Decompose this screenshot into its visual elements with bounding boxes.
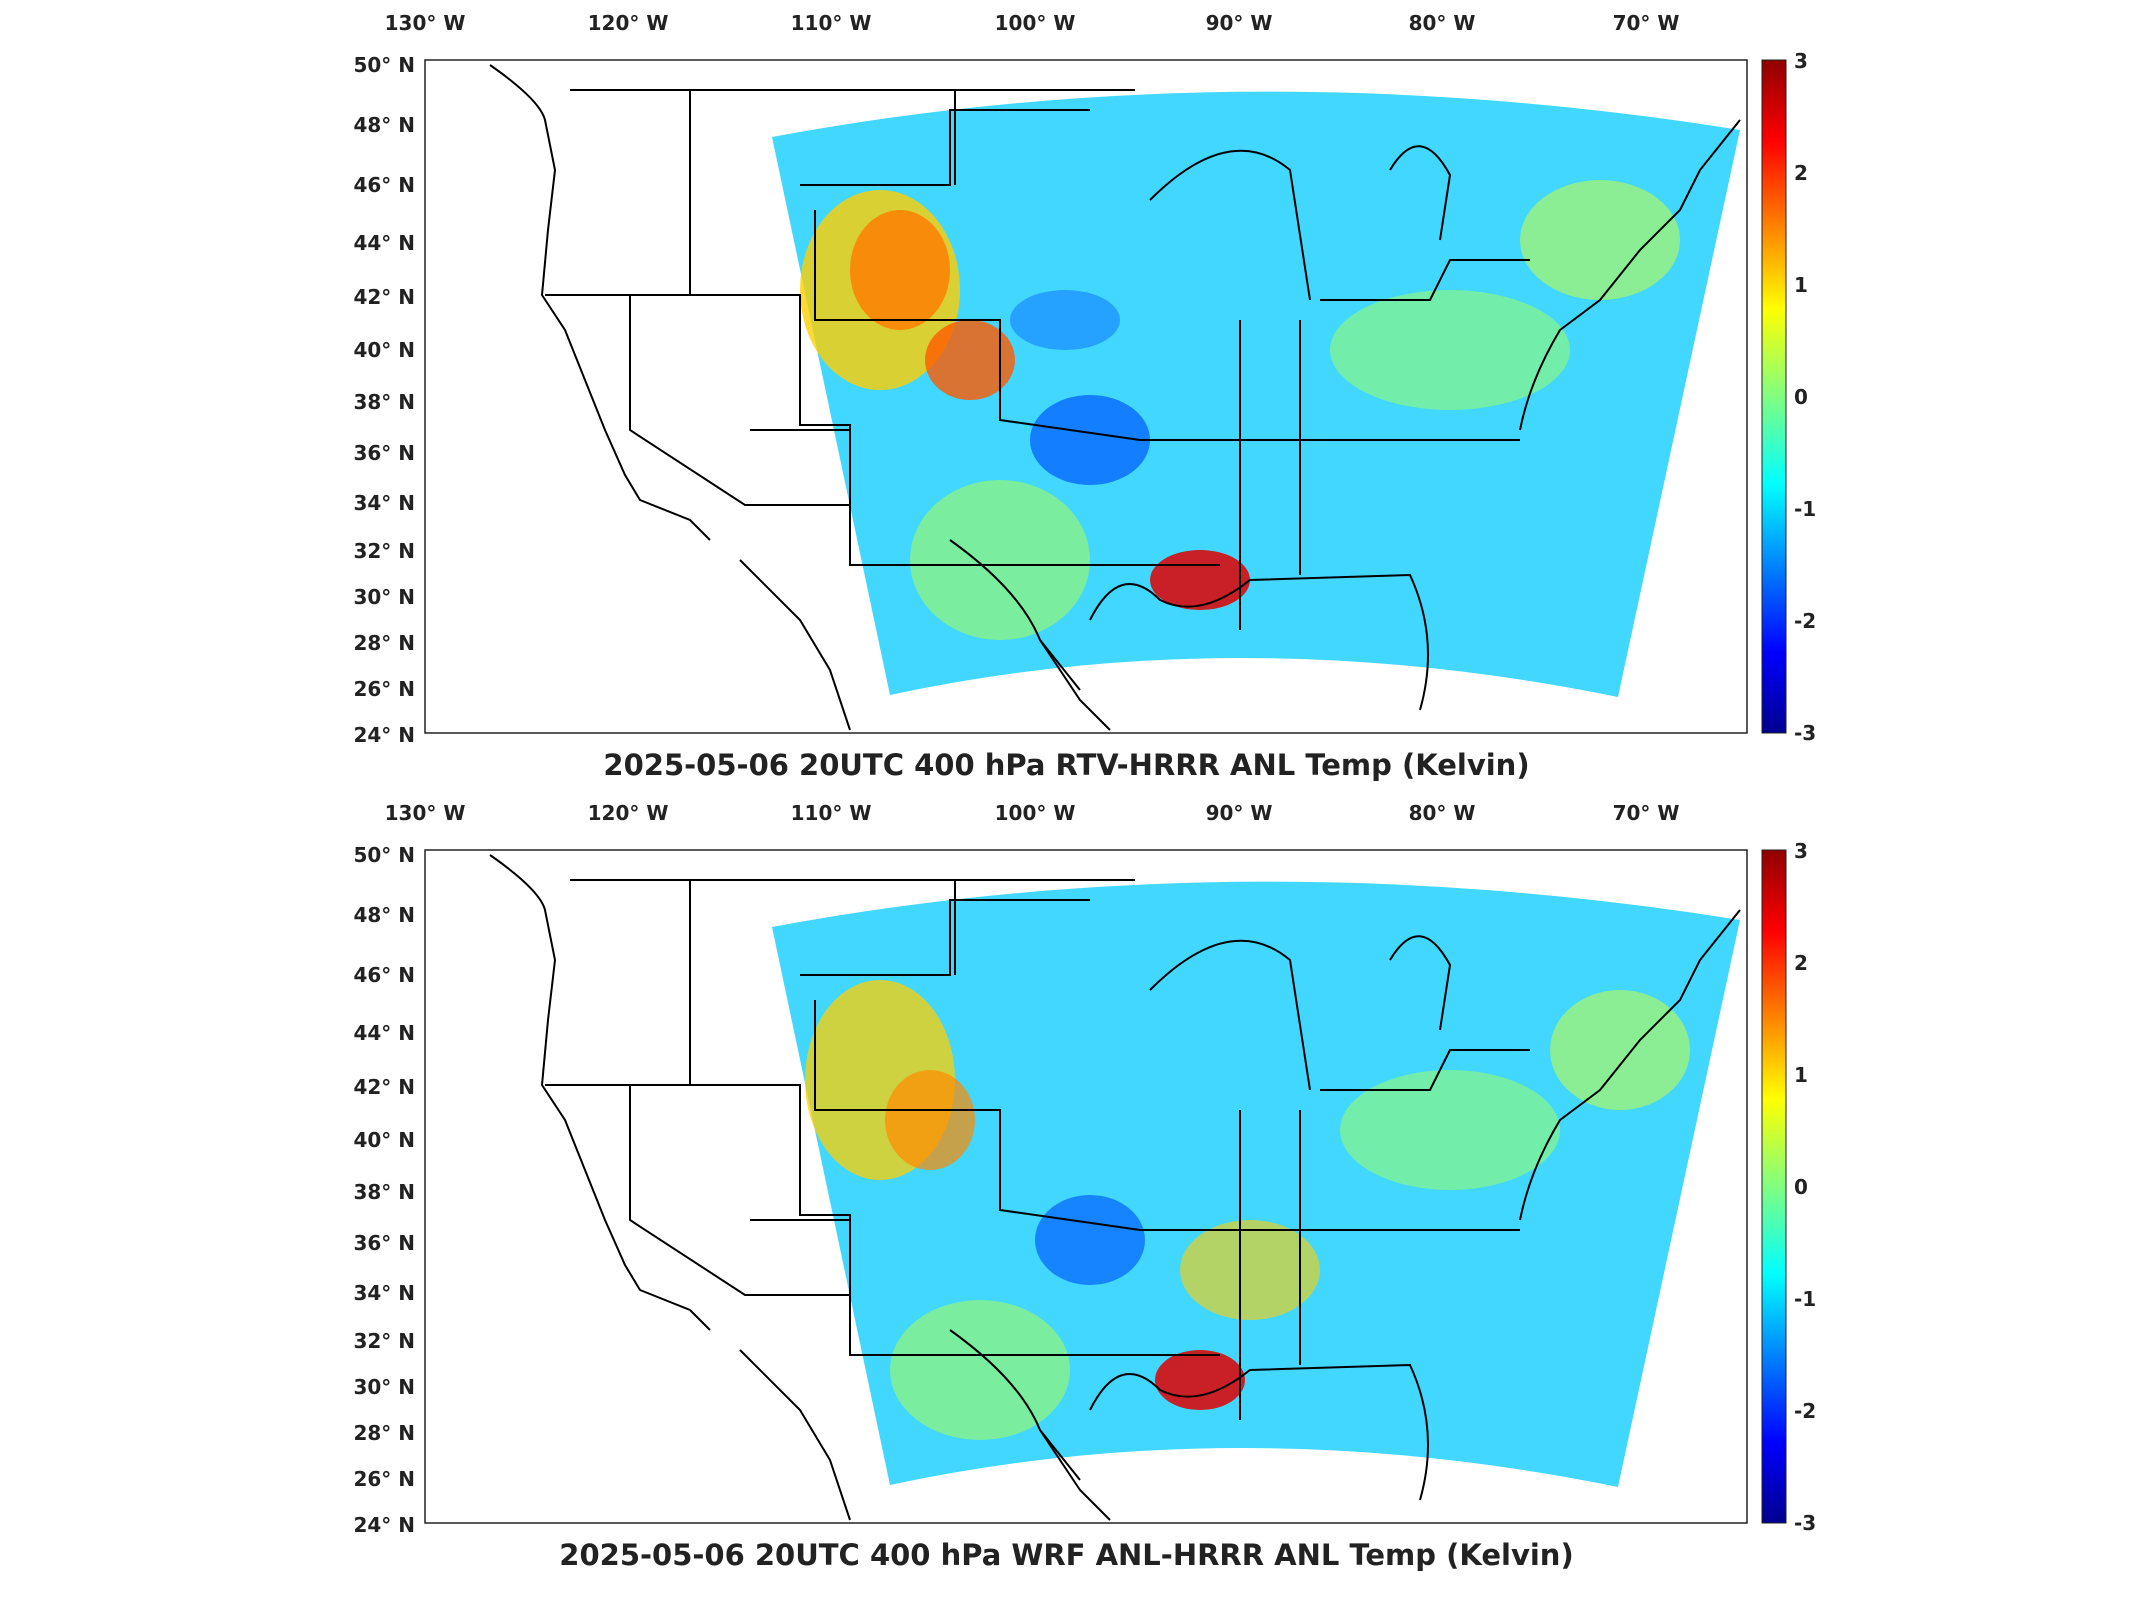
lat-tick: 26° N <box>353 677 415 701</box>
colorbar-tick: 3 <box>1794 839 1808 863</box>
colorbar-tick: -2 <box>1794 1399 1816 1423</box>
colorbar-tick: -2 <box>1794 609 1816 633</box>
colorbar-tick: 1 <box>1794 273 1808 297</box>
lat-axis-top: 50° N 48° N 46° N 44° N 42° N 40° N 38° … <box>353 53 415 747</box>
colorbar-tick: 3 <box>1794 49 1808 73</box>
colorbar-tick: -1 <box>1794 1287 1816 1311</box>
lat-tick: 30° N <box>353 1375 415 1399</box>
lat-tick: 34° N <box>353 491 415 515</box>
lat-tick: 32° N <box>353 1329 415 1353</box>
lat-tick: 40° N <box>353 1128 415 1152</box>
lon-tick: 130° W <box>385 11 466 35</box>
lon-tick: 100° W <box>995 11 1076 35</box>
map-figure-top: 130° W 120° W 110° W 100° W 90° W 80° W … <box>353 11 1816 747</box>
lon-axis-bottom: 130° W 120° W 110° W 100° W 90° W 80° W … <box>385 801 1680 825</box>
lon-tick: 90° W <box>1206 801 1273 825</box>
colorbar <box>1761 849 1787 1524</box>
temperature-difference-field <box>772 91 1740 698</box>
lon-tick: 80° W <box>1409 11 1476 35</box>
boundary-lines <box>489 64 1741 731</box>
boundary-lines <box>489 854 1741 1521</box>
map-figure-bottom: 130° W 120° W 110° W 100° W 90° W 80° W … <box>353 801 1816 1537</box>
lat-tick: 42° N <box>353 1075 415 1099</box>
lat-tick: 36° N <box>353 441 415 465</box>
lat-tick: 48° N <box>353 113 415 137</box>
lat-tick: 44° N <box>353 1021 415 1045</box>
lon-tick: 130° W <box>385 801 466 825</box>
lat-tick: 30° N <box>353 585 415 609</box>
map-title: 2025-05-06 20UTC 400 hPa WRF ANL-HRRR AN… <box>559 1538 1574 1572</box>
lat-tick: 44° N <box>353 231 415 255</box>
lon-tick: 100° W <box>995 801 1076 825</box>
map-title: 2025-05-06 20UTC 400 hPa RTV-HRRR ANL Te… <box>603 748 1530 782</box>
colorbar-tick: 1 <box>1794 1063 1808 1087</box>
lat-tick: 46° N <box>353 173 415 197</box>
colorbar-ticks: 3 2 1 0 -1 -2 -3 <box>1794 839 1816 1535</box>
lon-tick: 70° W <box>1613 801 1680 825</box>
colorbar-tick: 2 <box>1794 951 1808 975</box>
colorbar-ticks: 3 2 1 0 -1 -2 -3 <box>1794 49 1816 745</box>
lon-tick: 80° W <box>1409 801 1476 825</box>
lat-tick: 24° N <box>353 1513 415 1537</box>
colorbar-tick: 0 <box>1794 1175 1808 1199</box>
lat-tick: 42° N <box>353 285 415 309</box>
lon-tick: 70° W <box>1613 11 1680 35</box>
lat-tick: 24° N <box>353 723 415 747</box>
lon-tick: 90° W <box>1206 11 1273 35</box>
lat-tick: 28° N <box>353 631 415 655</box>
lon-tick: 120° W <box>588 801 669 825</box>
lon-axis-top: 130° W 120° W 110° W 100° W 90° W 80° W … <box>385 11 1680 35</box>
colorbar-tick: -1 <box>1794 497 1816 521</box>
lat-tick: 50° N <box>353 843 415 867</box>
lat-tick: 38° N <box>353 390 415 414</box>
colorbar <box>1761 59 1787 734</box>
lat-tick: 50° N <box>353 53 415 77</box>
lat-tick: 48° N <box>353 903 415 927</box>
lat-tick: 38° N <box>353 1180 415 1204</box>
temperature-difference-field <box>772 881 1740 1487</box>
lat-tick: 32° N <box>353 539 415 563</box>
colorbar-tick: -3 <box>1794 1511 1816 1535</box>
lon-tick: 110° W <box>791 801 872 825</box>
lat-tick: 34° N <box>353 1281 415 1305</box>
lat-tick: 46° N <box>353 963 415 987</box>
lon-tick: 120° W <box>588 11 669 35</box>
lat-tick: 28° N <box>353 1421 415 1445</box>
map-panel-bottom: 130° W 120° W 110° W 100° W 90° W 80° W … <box>0 790 2133 1590</box>
colorbar-tick: 0 <box>1794 385 1808 409</box>
map-panel-top: 130° W 120° W 110° W 100° W 90° W 80° W … <box>353 11 1816 782</box>
lat-tick: 36° N <box>353 1231 415 1255</box>
colorbar-tick: 2 <box>1794 161 1808 185</box>
colorbar-tick: -3 <box>1794 721 1816 745</box>
lat-axis-bottom: 50° N 48° N 46° N 44° N 42° N 40° N 38° … <box>353 843 415 1537</box>
lat-tick: 40° N <box>353 338 415 362</box>
lat-tick: 26° N <box>353 1467 415 1491</box>
lon-tick: 110° W <box>791 11 872 35</box>
